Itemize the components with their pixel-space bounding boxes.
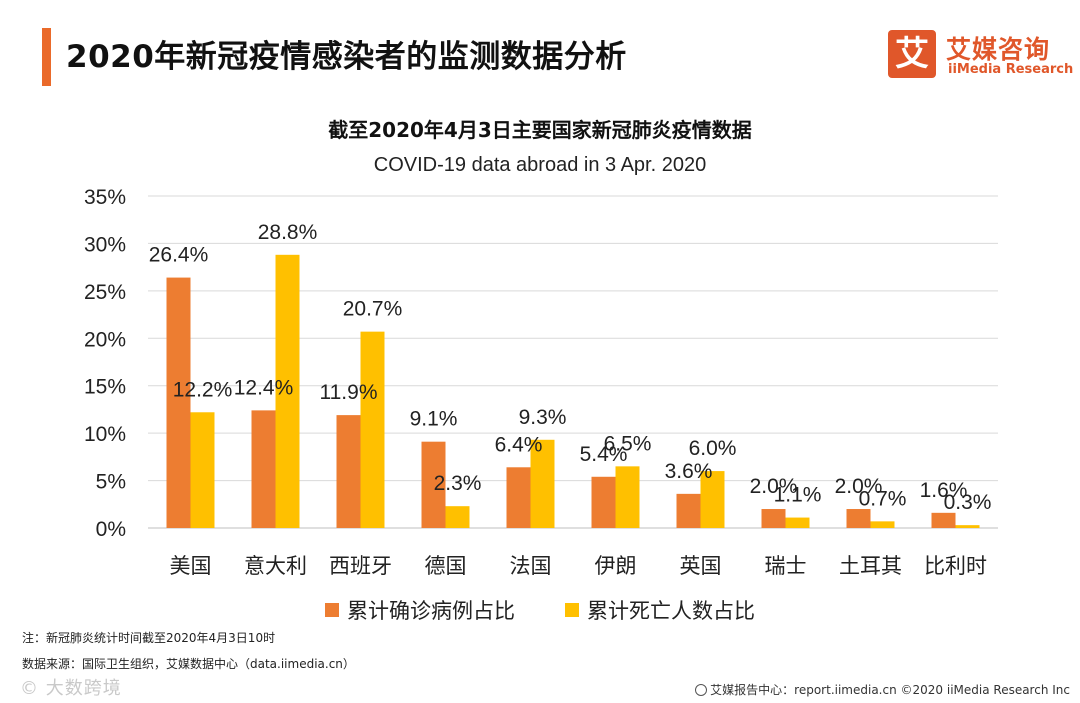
x-tick-label: 比利时 — [924, 554, 987, 578]
data-label: 1.6% — [920, 479, 968, 502]
bar-confirmed — [506, 467, 531, 528]
bar-deaths — [615, 466, 640, 528]
data-label: 3.6% — [665, 460, 713, 483]
bar-deaths — [700, 471, 725, 528]
data-label: 11.9% — [320, 381, 378, 404]
bar-deaths — [870, 521, 895, 528]
legend-label-confirmed: 累计确诊病例占比 — [347, 599, 515, 623]
data-label: 20.7% — [343, 298, 403, 321]
bar-confirmed — [676, 493, 701, 528]
data-label: 9.3% — [519, 406, 567, 429]
y-tick-label: 0% — [96, 518, 126, 541]
logo-name-cn: 艾媒咨询 — [946, 35, 1051, 64]
bar-deaths — [955, 525, 980, 528]
footer-credit: 艾媒报告中心：report.iimedia.cn ©2020 iiMedia R… — [695, 681, 1070, 698]
data-label: 26.4% — [149, 244, 209, 267]
chart-subtitle: COVID-19 data abroad in 3 Apr. 2020 — [373, 154, 707, 176]
brand-logo: 艾 艾媒咨询 iiMedia Research — [888, 30, 1073, 82]
x-tick-label: 土耳其 — [839, 554, 902, 578]
data-label: 2.3% — [434, 472, 482, 495]
y-tick-label: 20% — [84, 328, 126, 351]
bar-confirmed — [251, 410, 276, 528]
data-label: 9.1% — [410, 408, 458, 431]
bar-deaths — [360, 331, 385, 528]
data-label: 12.2% — [173, 378, 233, 401]
data-label: 6.5% — [604, 432, 652, 455]
y-tick-label: 15% — [84, 376, 126, 399]
x-tick-label: 德国 — [425, 554, 467, 578]
bar-confirmed — [166, 277, 191, 528]
data-label: 6.4% — [495, 433, 543, 456]
bar-deaths — [275, 254, 300, 528]
x-tick-label: 意大利 — [244, 554, 307, 578]
bar-confirmed — [931, 512, 956, 528]
bar-deaths — [190, 412, 215, 528]
y-tick-label: 10% — [84, 423, 126, 446]
data-label: 0.7% — [859, 487, 907, 510]
footnote: 注：新冠肺炎统计时间截至2020年4月3日10时 — [22, 631, 276, 645]
data-label: 2.0% — [835, 475, 883, 498]
data-label: 12.4% — [234, 376, 294, 399]
logo-mark-char: 艾 — [895, 34, 929, 74]
data-source: 数据来源：国际卫生组织，艾媒数据中心（data.iimedia.cn） — [22, 657, 355, 671]
watermark: © 大数跨境 — [20, 678, 122, 699]
bar-confirmed — [421, 441, 446, 528]
bar-deaths — [530, 439, 555, 528]
bar-deaths — [785, 517, 810, 528]
globe-icon — [695, 684, 708, 696]
x-tick-label: 瑞士 — [765, 554, 807, 578]
y-tick-label: 30% — [84, 233, 126, 256]
bar-confirmed — [591, 476, 616, 528]
y-tick-label: 25% — [84, 281, 126, 304]
legend-swatch-deaths — [565, 603, 579, 617]
legend-label-deaths: 累计死亡人数占比 — [587, 599, 755, 623]
data-label: 5.4% — [580, 443, 628, 466]
data-label: 6.0% — [689, 437, 737, 460]
y-tick-label: 35% — [84, 186, 126, 209]
data-label: 0.3% — [944, 491, 992, 514]
logo-name-en: iiMedia Research — [948, 62, 1074, 77]
x-tick-label: 法国 — [510, 554, 552, 578]
bar-confirmed — [846, 509, 871, 528]
footer-text: 艾媒报告中心：report.iimedia.cn ©2020 iiMedia R… — [710, 683, 1070, 697]
y-tick-label: 5% — [96, 471, 126, 494]
data-label: 28.8% — [258, 221, 318, 244]
title-accent-bar — [42, 28, 51, 86]
page-title: 2020年新冠疫情感染者的监测数据分析 — [66, 39, 627, 75]
bar-confirmed — [336, 415, 361, 528]
x-tick-label: 美国 — [170, 554, 212, 578]
legend-swatch-confirmed — [325, 603, 339, 617]
chart-title: 截至2020年4月3日主要国家新冠肺炎疫情数据 — [328, 118, 752, 142]
data-label: 1.1% — [774, 484, 822, 507]
x-tick-label: 伊朗 — [595, 554, 637, 578]
logo-mark-icon — [888, 30, 936, 78]
bar-deaths — [445, 506, 470, 528]
x-tick-label: 西班牙 — [329, 554, 392, 578]
bar-confirmed — [761, 509, 786, 528]
data-label: 2.0% — [750, 475, 798, 498]
x-tick-label: 英国 — [680, 554, 722, 578]
